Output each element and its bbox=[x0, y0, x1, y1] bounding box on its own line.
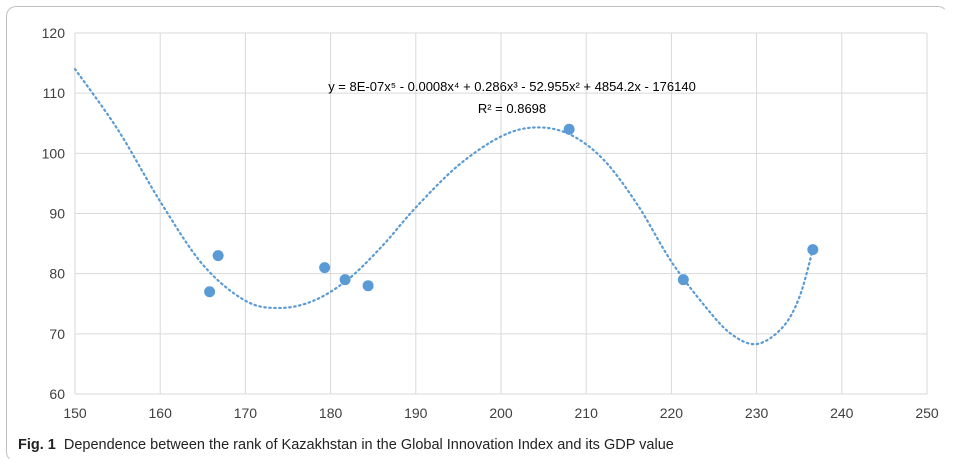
x-tick-label: 170 bbox=[234, 405, 258, 421]
y-tick-label: 60 bbox=[49, 386, 65, 402]
x-tick-label: 150 bbox=[63, 405, 87, 421]
data-point bbox=[319, 262, 331, 274]
data-point bbox=[204, 286, 216, 298]
x-tick-label: 200 bbox=[489, 405, 513, 421]
y-tick-label: 100 bbox=[42, 145, 66, 161]
x-tick-label: 220 bbox=[660, 405, 684, 421]
data-point bbox=[563, 123, 575, 135]
trendline-equation: y = 8E-07x⁵ - 0.0008x⁴ + 0.286x³ - 52.95… bbox=[328, 79, 696, 94]
data-point bbox=[807, 244, 819, 256]
x-tick-label: 250 bbox=[915, 405, 939, 421]
figure-label: Fig. 1 bbox=[18, 437, 56, 453]
data-point bbox=[677, 274, 689, 286]
trendline bbox=[73, 68, 814, 346]
y-tick-label: 120 bbox=[42, 25, 66, 41]
data-points bbox=[204, 123, 819, 298]
x-tick-label: 210 bbox=[575, 405, 599, 421]
x-tick-label: 180 bbox=[319, 405, 343, 421]
caption-text: Dependence between the rank of Kazakhsta… bbox=[63, 437, 674, 453]
x-tick-label: 190 bbox=[404, 405, 428, 421]
figure-caption: Fig. 1 Dependence between the rank of Kaz… bbox=[18, 437, 674, 453]
data-point bbox=[212, 250, 224, 262]
r-squared-label: R² = 0.8698 bbox=[478, 101, 546, 116]
y-tick-label: 90 bbox=[49, 206, 65, 222]
x-axis-tick-labels: 150 160 170 180 190 200 210 220 230 240 250 bbox=[63, 405, 939, 421]
y-tick-label: 70 bbox=[49, 326, 65, 342]
data-point bbox=[339, 274, 351, 286]
data-point bbox=[362, 280, 374, 292]
y-tick-label: 80 bbox=[49, 266, 65, 282]
scatter-chart: 150 160 170 180 190 200 210 220 230 240 250 60 70 80… bbox=[42, 25, 939, 421]
grid-lines bbox=[74, 32, 928, 395]
y-axis-tick-labels: 60 70 80 90 100 110 120 bbox=[42, 25, 66, 402]
y-tick-label: 110 bbox=[43, 85, 66, 101]
figure-frame bbox=[6, 6, 948, 462]
x-tick-label: 160 bbox=[149, 405, 173, 421]
x-tick-label: 240 bbox=[830, 405, 854, 421]
x-tick-label: 230 bbox=[745, 405, 769, 421]
